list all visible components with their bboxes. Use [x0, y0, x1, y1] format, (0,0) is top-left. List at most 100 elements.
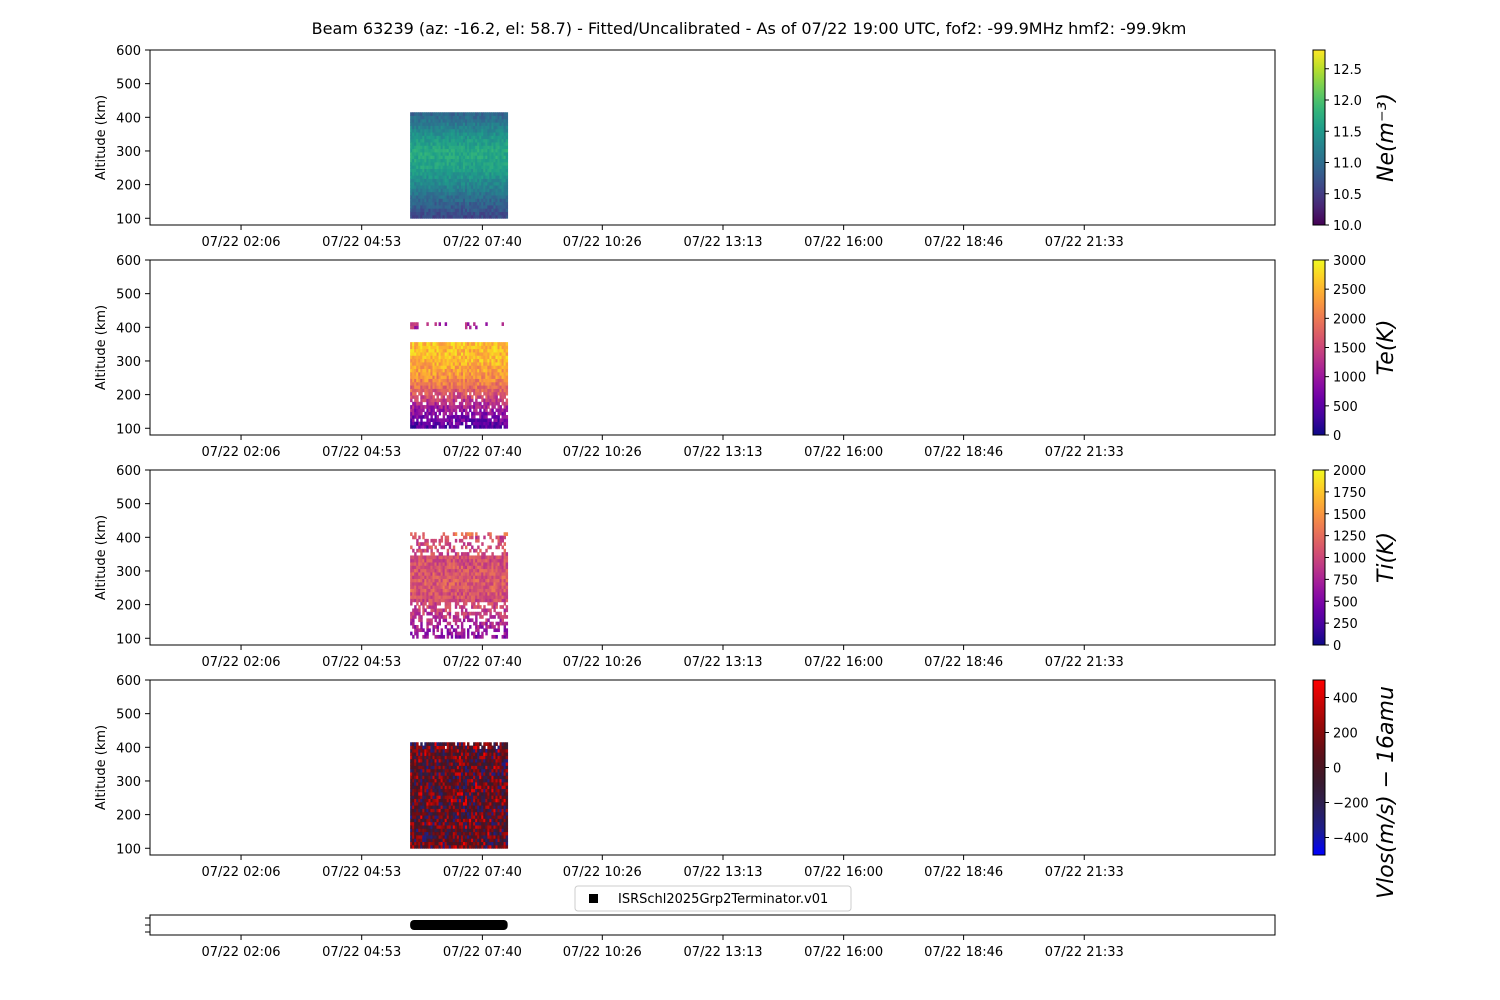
heatmap-cell	[424, 775, 427, 780]
heatmap-cell	[420, 782, 423, 786]
heatmap-cell	[414, 585, 417, 589]
heatmap-cell	[440, 125, 444, 130]
heatmap-cell	[430, 818, 433, 823]
heatmap-cell	[416, 161, 419, 166]
heatmap-cell	[422, 205, 425, 209]
heatmap-cell	[446, 628, 450, 633]
heatmap-cell	[467, 828, 470, 833]
heatmap-cell	[414, 755, 417, 760]
heatmap-cell	[414, 578, 417, 583]
heatmap-cell	[469, 165, 472, 169]
heatmap-cell	[430, 748, 433, 753]
heatmap-cell	[436, 755, 439, 760]
heatmap-cell	[475, 158, 478, 163]
heatmap-cell	[497, 185, 500, 189]
heatmap-cell	[495, 368, 498, 373]
heatmap-cell	[422, 844, 425, 849]
heatmap-cell	[418, 168, 421, 173]
heatmap-cell	[456, 595, 460, 599]
heatmap-cell	[493, 601, 496, 606]
heatmap-cell	[416, 595, 419, 599]
heatmap-cell	[436, 405, 439, 409]
heatmap-cell	[497, 118, 500, 123]
heatmap-cell	[440, 762, 444, 766]
heatmap-cell	[469, 745, 472, 750]
heatmap-cell	[458, 838, 462, 843]
heatmap-cell	[446, 752, 450, 756]
heatmap-cell	[422, 122, 425, 126]
heatmap-cell	[464, 352, 468, 356]
heatmap-cell	[414, 178, 417, 183]
heatmap-cell	[501, 395, 504, 399]
heatmap-cell	[471, 371, 474, 376]
heatmap-cell	[460, 214, 464, 219]
heatmap-cell	[456, 782, 460, 786]
heatmap-cell	[422, 208, 425, 213]
heatmap-cell	[422, 214, 425, 219]
heatmap-cell	[464, 808, 468, 813]
heatmap-cell	[493, 178, 496, 183]
heatmap-cell	[444, 831, 448, 836]
heatmap-cell	[432, 828, 435, 833]
heatmap-cell	[495, 191, 498, 196]
heatmap-cell	[499, 555, 502, 560]
heatmap-cell	[460, 745, 464, 750]
heatmap-cell	[487, 208, 490, 213]
heatmap-cell	[430, 795, 433, 799]
heatmap-cell	[481, 578, 484, 583]
heatmap-cell	[460, 348, 464, 353]
heatmap-cell	[458, 758, 462, 763]
heatmap-cell	[467, 782, 470, 786]
heatmap-cell	[456, 815, 460, 819]
heatmap-cell	[503, 381, 507, 386]
heatmap-cell	[454, 385, 458, 389]
heatmap-cell	[410, 795, 413, 799]
heatmap-cell	[491, 115, 494, 120]
heatmap-cell	[499, 362, 502, 366]
heatmap-cell	[456, 201, 460, 206]
heatmap-cell	[495, 355, 498, 360]
heatmap-cell	[432, 805, 435, 809]
heatmap-cell	[473, 362, 476, 366]
heatmap-cell	[410, 155, 413, 160]
heatmap-cell	[418, 161, 421, 166]
heatmap-cell	[444, 785, 448, 790]
heatmap-cell	[477, 198, 480, 203]
heatmap-cell	[491, 401, 494, 406]
heatmap-cell	[458, 181, 462, 186]
heatmap-cell	[460, 145, 464, 150]
heatmap-cell	[428, 752, 431, 756]
heatmap-cell	[440, 568, 444, 573]
heatmap-cell	[503, 385, 507, 389]
heatmap-cell	[428, 405, 431, 409]
heatmap-cell	[426, 752, 429, 756]
heatmap-cell	[479, 572, 482, 576]
heatmap-cell	[420, 125, 423, 130]
heatmap-cell	[467, 821, 470, 826]
heatmap-cell	[432, 778, 435, 783]
heatmap-cell	[454, 342, 458, 346]
heatmap-cell	[458, 605, 462, 609]
heatmap-cell	[462, 581, 466, 586]
heatmap-cell	[434, 391, 437, 396]
heatmap-cell	[450, 572, 454, 576]
heatmap-cell	[432, 424, 435, 429]
heatmap-cell	[491, 591, 494, 596]
heatmap-cell	[481, 138, 484, 143]
heatmap-cell	[440, 805, 444, 809]
heatmap-cell	[487, 562, 490, 566]
heatmap-cell	[495, 581, 498, 586]
heatmap-cell	[493, 161, 496, 166]
heatmap-cell	[471, 588, 474, 593]
heatmap-cell	[450, 591, 454, 596]
heatmap-cell	[434, 152, 437, 156]
heatmap-cell	[487, 191, 490, 196]
heatmap-cell	[424, 572, 427, 576]
heatmap-cell	[430, 765, 433, 770]
heatmap-cell	[414, 615, 417, 619]
heatmap-cell	[414, 788, 417, 793]
heatmap-cell	[416, 748, 419, 753]
heatmap-cell	[454, 411, 458, 416]
heatmap-cell	[424, 145, 427, 150]
heatmap-cell	[430, 601, 433, 606]
